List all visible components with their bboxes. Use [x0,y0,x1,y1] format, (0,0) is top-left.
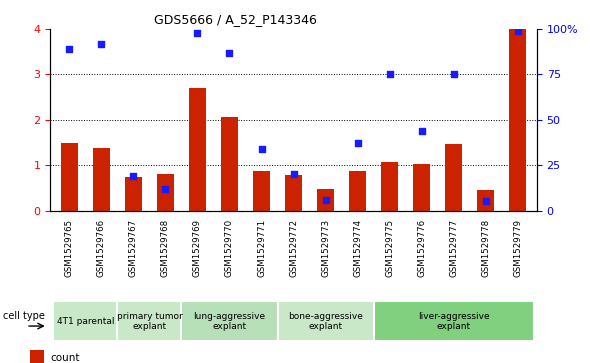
Text: bone-aggressive
explant: bone-aggressive explant [288,311,363,331]
Bar [221,117,238,211]
Point [129,173,138,179]
Bar [509,29,526,211]
Point [321,197,330,203]
Point [160,186,170,192]
Point [289,171,298,177]
Point [193,30,202,36]
Text: count: count [50,353,80,363]
Bar [93,148,110,211]
Text: GSM1529771: GSM1529771 [257,219,266,277]
Text: primary tumor
explant: primary tumor explant [117,311,182,331]
Point [65,46,74,52]
Text: GSM1529769: GSM1529769 [193,219,202,277]
Text: GSM1529765: GSM1529765 [65,219,74,277]
Text: GSM1529775: GSM1529775 [385,219,394,277]
Point [449,72,458,77]
Bar [124,178,142,211]
Bar [477,189,494,211]
Bar [277,301,373,341]
Bar [189,88,206,211]
Text: GSM1529779: GSM1529779 [513,219,522,277]
Text: GSM1529776: GSM1529776 [417,219,426,277]
Bar [381,163,398,211]
Bar [373,301,534,341]
Bar [61,143,78,211]
Bar [117,301,182,341]
Point [417,128,427,134]
Bar [413,164,431,211]
Text: GSM1529770: GSM1529770 [225,219,234,277]
Point [481,199,490,204]
Text: GSM1529768: GSM1529768 [161,219,170,277]
Bar [349,171,366,211]
Text: GSM1529767: GSM1529767 [129,219,138,277]
Text: GSM1529774: GSM1529774 [353,219,362,277]
Point [353,140,362,146]
Text: cell type: cell type [2,311,44,322]
Bar [182,301,277,341]
Bar [285,175,302,211]
Text: GSM1529777: GSM1529777 [449,219,458,277]
Bar [317,189,335,211]
Text: GSM1529773: GSM1529773 [321,219,330,277]
Bar [445,144,463,211]
Text: lung-aggressive
explant: lung-aggressive explant [194,311,266,331]
Bar [156,174,174,211]
Point [385,72,394,77]
Text: GSM1529766: GSM1529766 [97,219,106,277]
Text: GSM1529772: GSM1529772 [289,219,298,277]
Title: GDS5666 / A_52_P143346: GDS5666 / A_52_P143346 [153,13,317,26]
Text: liver-aggressive
explant: liver-aggressive explant [418,311,490,331]
Bar [253,171,270,211]
Text: GSM1529778: GSM1529778 [481,219,490,277]
Point [257,146,266,152]
Point [513,28,522,34]
Text: 4T1 parental: 4T1 parental [57,317,114,326]
Point [225,50,234,56]
Bar [30,350,44,363]
Point [97,41,106,46]
Bar [53,301,117,341]
